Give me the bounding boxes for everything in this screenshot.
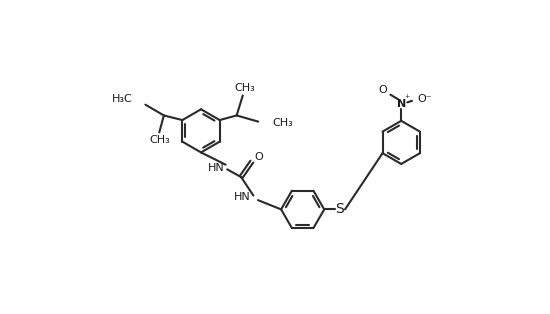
Text: S: S (336, 203, 344, 216)
Text: O⁻: O⁻ (417, 94, 432, 104)
Text: HN: HN (234, 192, 251, 202)
Text: O: O (378, 85, 387, 95)
Text: CH₃: CH₃ (272, 118, 293, 128)
Text: CH₃: CH₃ (149, 135, 169, 145)
Text: H₃C: H₃C (112, 94, 133, 104)
Text: CH₃: CH₃ (234, 83, 255, 93)
Text: HN: HN (208, 163, 225, 173)
Text: ⁺: ⁺ (404, 94, 409, 104)
Text: O: O (255, 152, 263, 162)
Text: N: N (397, 99, 406, 109)
